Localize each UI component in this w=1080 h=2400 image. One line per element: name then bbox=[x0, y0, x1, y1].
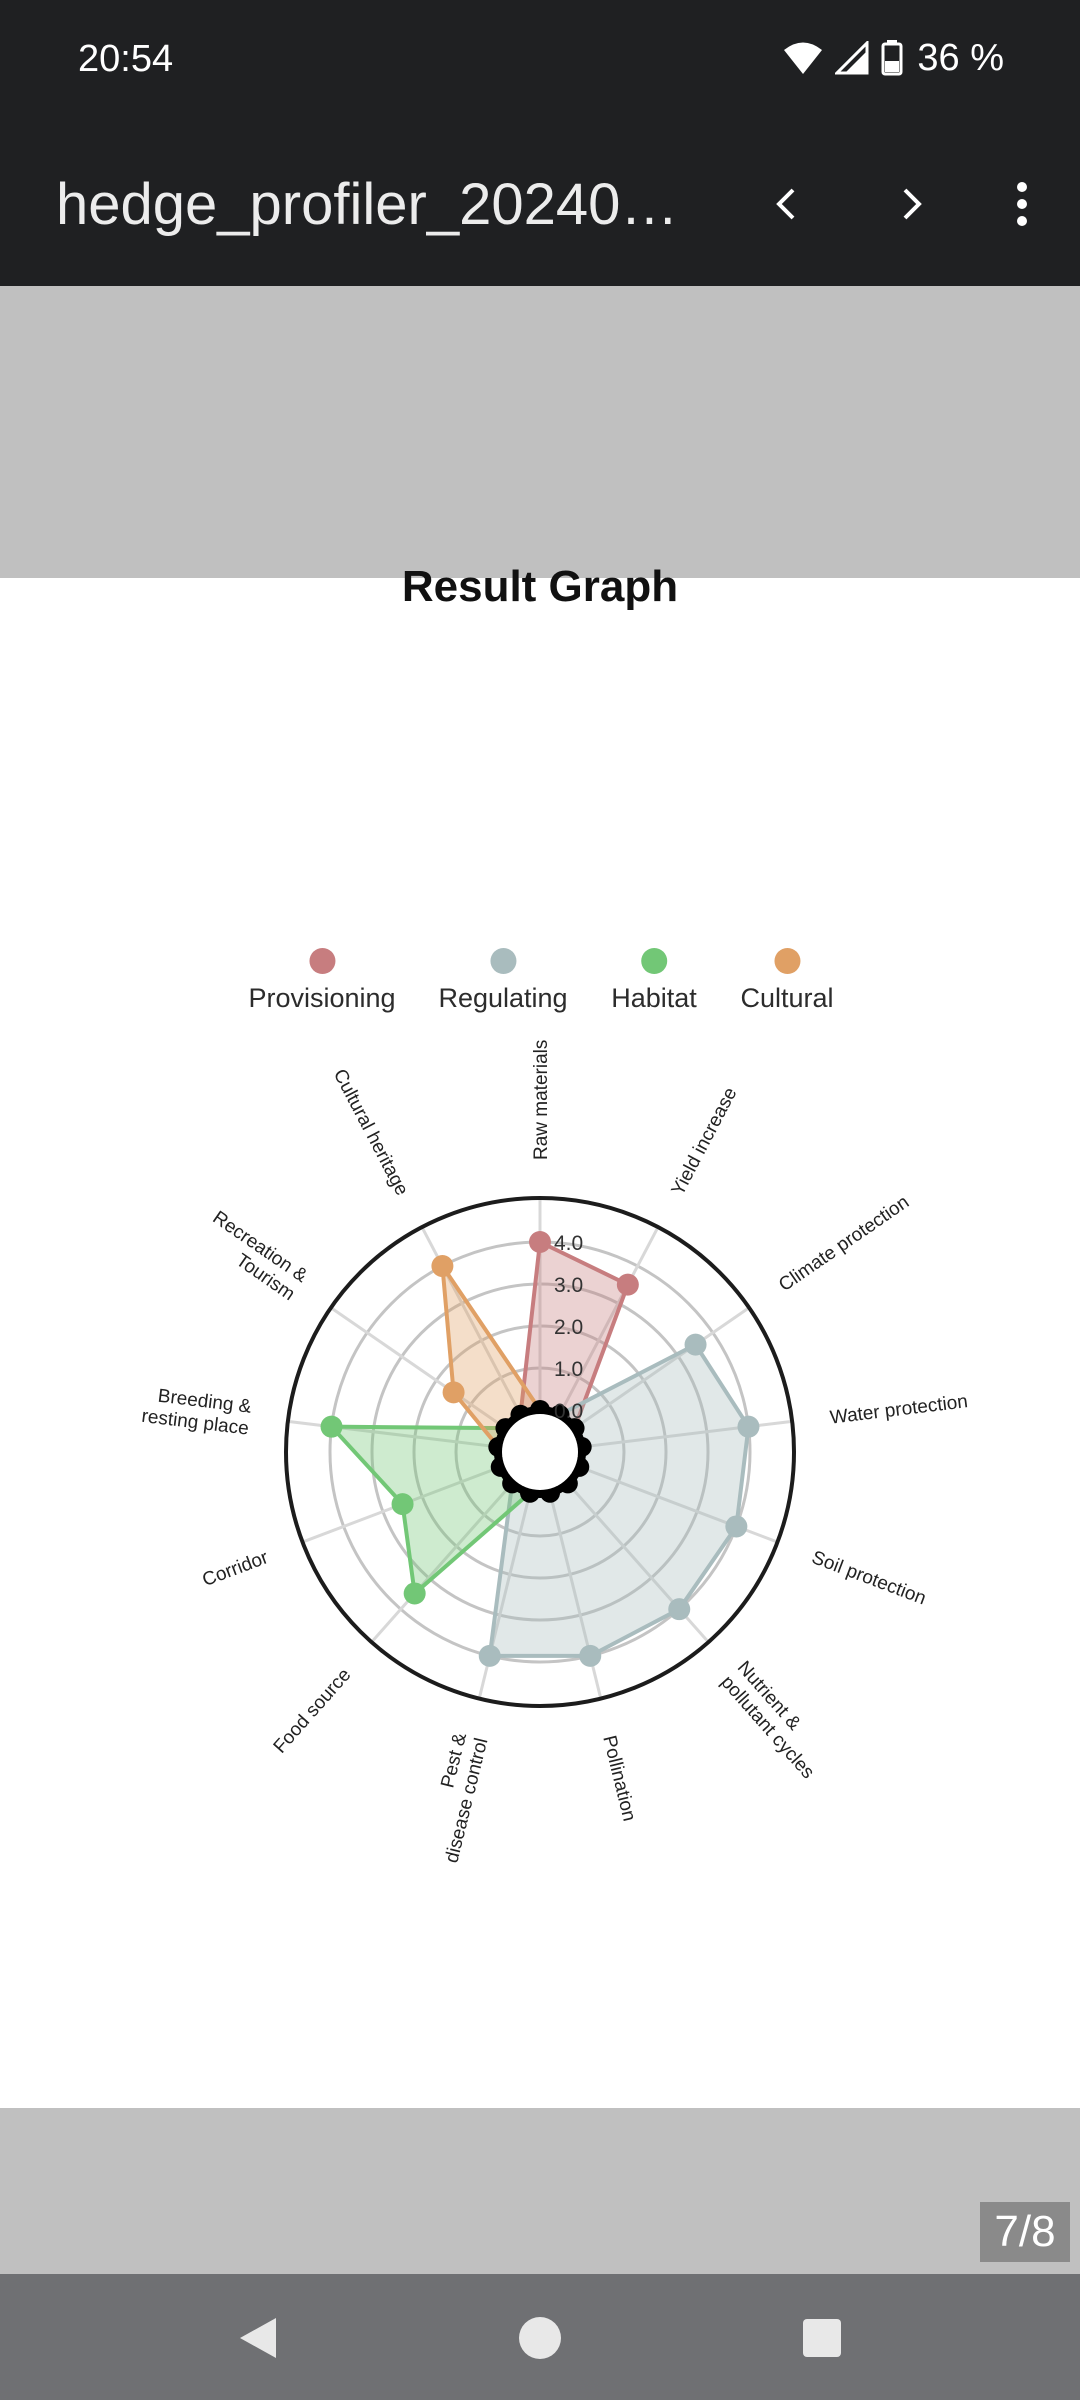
axis-label: Recreation &Tourism bbox=[196, 1207, 311, 1305]
tick-label: 1.0 bbox=[554, 1358, 583, 1381]
cellular-signal-icon bbox=[835, 41, 869, 75]
more-options-button[interactable] bbox=[986, 164, 1058, 244]
axis-label: Pest &disease control bbox=[420, 1730, 492, 1865]
axis-label: Nutrient &pollutant cycles bbox=[716, 1657, 834, 1783]
legend-dot-habitat bbox=[641, 948, 667, 974]
grid-spoke bbox=[573, 1306, 750, 1430]
axis-label: Water protection bbox=[829, 1391, 969, 1429]
legend-label-habitat: Habitat bbox=[611, 983, 697, 1013]
tick-label: 4.0 bbox=[554, 1232, 583, 1255]
battery-icon bbox=[881, 40, 903, 76]
tick-label: 3.0 bbox=[554, 1274, 583, 1297]
legend-label-provisioning: Provisioning bbox=[248, 983, 396, 1013]
legend-item-habitat: Habitat bbox=[611, 948, 697, 1014]
recents-square-icon bbox=[803, 2319, 841, 2357]
data-point-regulating bbox=[579, 1644, 602, 1667]
legend-item-provisioning: Provisioning bbox=[248, 948, 396, 1014]
data-point-habitat bbox=[391, 1493, 414, 1516]
radar-chart: 0.0 1.0 2.0 3.0 4.0 Raw materials Yield increa… bbox=[140, 1040, 969, 1865]
data-point-regulating bbox=[478, 1644, 501, 1667]
center-ring bbox=[494, 1406, 586, 1498]
chart-legend: Provisioning Regulating Habitat Cultural bbox=[0, 948, 1080, 1018]
legend-dot-cultural bbox=[773, 948, 800, 974]
data-point-provisioning bbox=[616, 1273, 639, 1296]
data-point-regulating bbox=[725, 1515, 748, 1538]
more-vert-icon bbox=[1017, 182, 1027, 226]
grid-spoke bbox=[330, 1306, 507, 1430]
wifi-icon bbox=[784, 42, 823, 74]
document-title: hedge_profiler_202403... bbox=[56, 172, 696, 237]
data-point-habitat bbox=[403, 1582, 426, 1605]
data-point-cultural bbox=[431, 1255, 454, 1278]
data-point-provisioning bbox=[529, 1231, 551, 1253]
tick-label: 2.0 bbox=[554, 1316, 583, 1339]
legend-item-cultural: Cultural bbox=[740, 948, 834, 1014]
axis-label: Pollination bbox=[598, 1733, 639, 1823]
navigation-bar bbox=[0, 2274, 1080, 2400]
back-triangle-icon bbox=[240, 2318, 276, 2358]
axis-label: Yield increase bbox=[668, 1084, 742, 1199]
nav-back-button[interactable] bbox=[218, 2298, 298, 2378]
data-point-habitat bbox=[320, 1415, 343, 1438]
center-hole bbox=[502, 1414, 578, 1490]
axis-label: Food source bbox=[270, 1665, 356, 1758]
axis-label: Raw materials bbox=[531, 1040, 552, 1160]
chevron-right-icon bbox=[903, 188, 922, 220]
axis-label: Corridor bbox=[200, 1547, 272, 1591]
home-circle-icon bbox=[519, 2317, 561, 2359]
chevron-left-icon bbox=[776, 188, 795, 220]
status-icons: 36 % bbox=[783, 34, 1004, 82]
axis-label: Breeding &resting place bbox=[140, 1384, 252, 1440]
nav-recents-button[interactable] bbox=[782, 2298, 862, 2378]
data-point-regulating bbox=[668, 1598, 691, 1621]
battery-percentage: 36 % bbox=[917, 37, 1004, 79]
legend-label-cultural: Cultural bbox=[740, 983, 834, 1013]
chart-title: Result Graph bbox=[401, 562, 679, 611]
next-button[interactable] bbox=[876, 164, 948, 244]
status-time: 20:54 bbox=[78, 38, 174, 80]
axis-label: Climate protection bbox=[775, 1192, 913, 1296]
grid-spoke bbox=[370, 1482, 514, 1644]
previous-button[interactable] bbox=[750, 164, 822, 244]
page-indicator: 7/8 bbox=[980, 2202, 1070, 2262]
legend-dot-regulating bbox=[490, 948, 516, 974]
data-point-regulating bbox=[737, 1415, 760, 1438]
data-point-cultural bbox=[442, 1381, 465, 1404]
legend-item-regulating: Regulating bbox=[438, 948, 568, 1014]
legend-label-regulating: Regulating bbox=[438, 983, 568, 1013]
app-bar: hedge_profiler_202403... bbox=[0, 118, 1080, 286]
nav-home-button[interactable] bbox=[500, 2298, 580, 2378]
legend-dot-provisioning bbox=[308, 948, 335, 974]
data-point-regulating bbox=[684, 1333, 707, 1356]
tick-label: 0.0 bbox=[554, 1400, 583, 1423]
status-bar: 20:54 36 % bbox=[0, 0, 1080, 118]
chart-outer-ring bbox=[284, 1196, 796, 1708]
axis-label: Cultural heritage bbox=[329, 1066, 412, 1199]
grid-spoke bbox=[558, 1226, 660, 1416]
axis-label: Soil protection bbox=[809, 1547, 929, 1609]
